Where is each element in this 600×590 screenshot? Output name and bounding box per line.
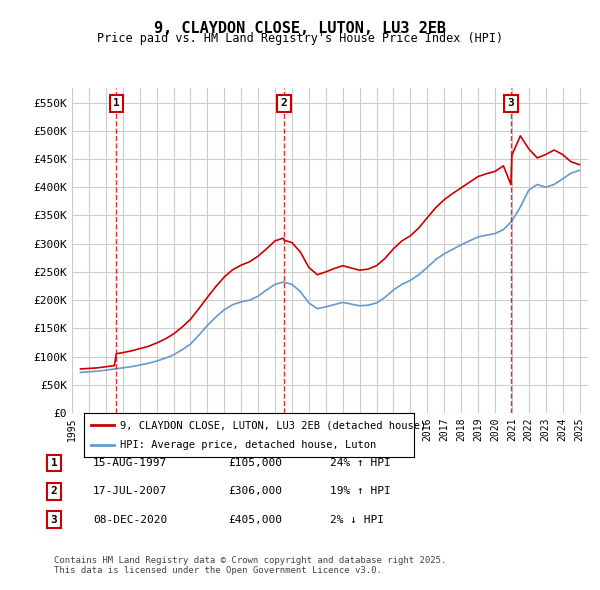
Text: 3: 3 xyxy=(50,515,58,525)
Text: £105,000: £105,000 xyxy=(228,458,282,468)
Text: Contains HM Land Registry data © Crown copyright and database right 2025.
This d: Contains HM Land Registry data © Crown c… xyxy=(54,556,446,575)
Text: 2: 2 xyxy=(281,98,287,108)
Text: 08-DEC-2020: 08-DEC-2020 xyxy=(93,515,167,525)
Text: HPI: Average price, detached house, Luton: HPI: Average price, detached house, Luto… xyxy=(121,440,377,450)
Text: 2: 2 xyxy=(50,487,58,496)
Text: £306,000: £306,000 xyxy=(228,487,282,496)
Text: 19% ↑ HPI: 19% ↑ HPI xyxy=(330,487,391,496)
Text: 9, CLAYDON CLOSE, LUTON, LU3 2EB (detached house): 9, CLAYDON CLOSE, LUTON, LU3 2EB (detach… xyxy=(121,421,427,430)
Text: 17-JUL-2007: 17-JUL-2007 xyxy=(93,487,167,496)
Text: 2% ↓ HPI: 2% ↓ HPI xyxy=(330,515,384,525)
Text: 1: 1 xyxy=(50,458,58,468)
Text: 15-AUG-1997: 15-AUG-1997 xyxy=(93,458,167,468)
Text: £405,000: £405,000 xyxy=(228,515,282,525)
Text: 9, CLAYDON CLOSE, LUTON, LU3 2EB: 9, CLAYDON CLOSE, LUTON, LU3 2EB xyxy=(154,21,446,35)
Text: 3: 3 xyxy=(508,98,514,108)
Text: 24% ↑ HPI: 24% ↑ HPI xyxy=(330,458,391,468)
Text: Price paid vs. HM Land Registry's House Price Index (HPI): Price paid vs. HM Land Registry's House … xyxy=(97,32,503,45)
Text: 1: 1 xyxy=(113,98,120,108)
